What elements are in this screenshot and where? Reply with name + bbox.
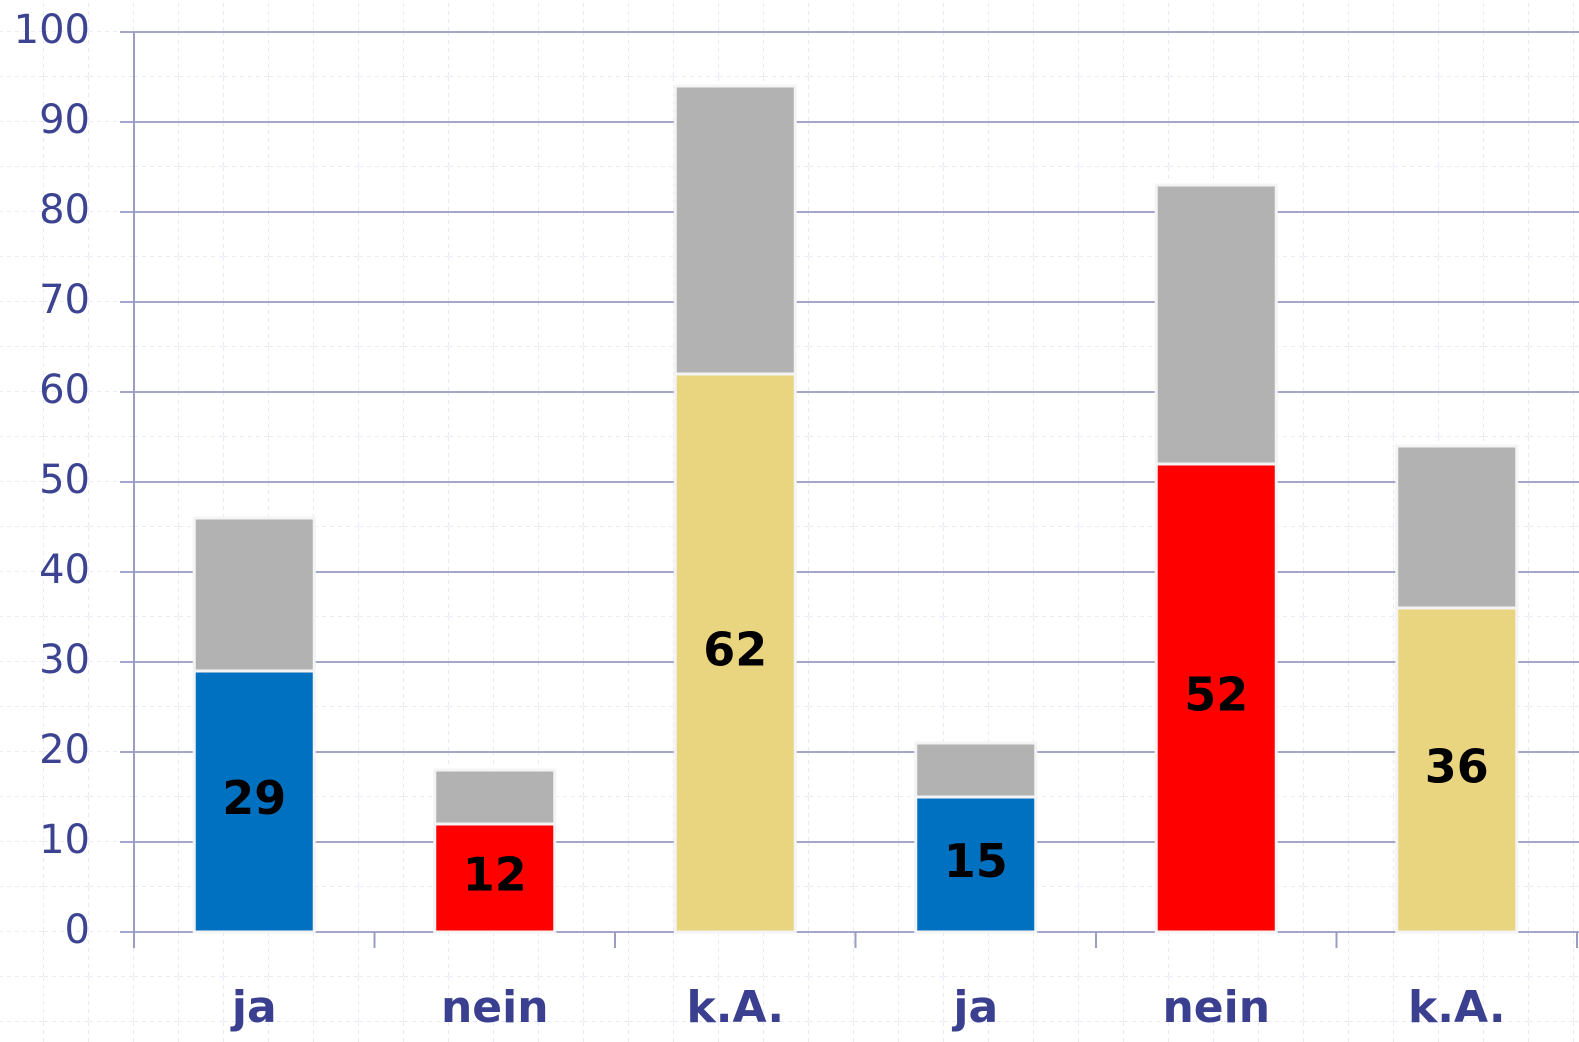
y-tick-label: 30 <box>39 637 90 683</box>
bar-segment <box>433 822 557 934</box>
x-tick-label: nein <box>441 982 549 1033</box>
y-tick-label: 10 <box>39 817 90 863</box>
data-label: 52 <box>1184 668 1248 722</box>
x-tick-label: k.A. <box>1408 982 1506 1033</box>
x-tick-label: ja <box>951 982 998 1033</box>
bar-segment <box>192 516 316 673</box>
bar-segment <box>1395 444 1519 610</box>
bar-segment <box>1395 606 1519 934</box>
y-tick-label: 80 <box>39 187 90 233</box>
data-label: 36 <box>1425 740 1489 794</box>
x-tick-label: nein <box>1162 982 1270 1033</box>
bar-segment <box>673 84 797 376</box>
bar-segment <box>192 669 316 934</box>
y-tick-label: 100 <box>14 7 90 53</box>
bar-segment <box>1154 183 1278 466</box>
y-tick-label: 50 <box>39 457 90 503</box>
x-tick-label: ja <box>230 982 277 1033</box>
data-label: 15 <box>944 834 1008 888</box>
bar-segment <box>1154 462 1278 934</box>
bar-segment <box>914 741 1038 799</box>
data-label: 29 <box>222 771 286 825</box>
y-tick-label: 90 <box>39 97 90 143</box>
bar-segment <box>433 768 557 826</box>
y-tick-label: 70 <box>39 277 90 323</box>
y-tick-label: 60 <box>39 367 90 413</box>
data-label: 12 <box>463 848 527 902</box>
y-tick-label: 0 <box>65 907 90 953</box>
y-tick-label: 40 <box>39 547 90 593</box>
y-tick-label: 20 <box>39 727 90 773</box>
x-tick-label: k.A. <box>686 982 784 1033</box>
data-label: 62 <box>703 623 767 677</box>
